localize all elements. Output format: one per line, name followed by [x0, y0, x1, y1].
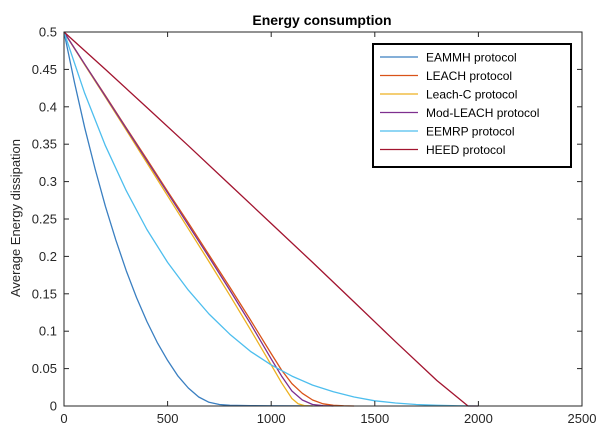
- y-tick-label-10: 0.5: [39, 25, 57, 40]
- y-tick-label-7: 0.35: [32, 137, 57, 152]
- y-tick-label-6: 0.3: [39, 174, 57, 189]
- y-tick-label-1: 0.05: [32, 361, 57, 376]
- chart-title: Energy consumption: [252, 12, 391, 28]
- y-axis-label: Average Energy dissipation: [8, 139, 23, 297]
- y-tick-label-4: 0.2: [39, 249, 57, 264]
- y-tick-label-9: 0.45: [32, 62, 57, 77]
- legend-label-5: HEED protocol: [426, 143, 505, 157]
- y-tick-label-2: 0.1: [39, 324, 57, 339]
- legend-label-3: Mod-LEACH protocol: [426, 106, 539, 120]
- y-tick-label-8: 0.4: [39, 99, 57, 114]
- series-lines: [63, 31, 479, 407]
- series-line-4: [63, 31, 479, 407]
- legend: EAMMH protocol LEACH protocol Leach-C prot…: [372, 43, 572, 168]
- x-tick-label-4: 2000: [464, 411, 493, 426]
- x-tick-label-2: 1000: [257, 411, 286, 426]
- x-tick-label-5: 2500: [568, 411, 597, 426]
- x-tick-label-3: 1500: [360, 411, 389, 426]
- series-line-0: [63, 31, 313, 407]
- y-tick-label-3: 0.15: [32, 286, 57, 301]
- legend-label-4: EEMRP protocol: [426, 125, 514, 139]
- y-tick-label-5: 0.25: [32, 212, 57, 227]
- series-line-3: [63, 31, 334, 407]
- y-tick-label-0: 0: [50, 399, 57, 414]
- legend-label-2: Leach-C protocol: [426, 88, 517, 102]
- legend-box: [372, 43, 572, 168]
- x-tick-label-0: 0: [60, 411, 67, 426]
- legend-label-0: EAMMH protocol: [426, 51, 517, 65]
- axes: 0 500 1000 1500 2000 2500 0 0.05 0.1 0.15 0.2 0.25 0…: [32, 25, 597, 427]
- legend-label-1: LEACH protocol: [426, 69, 512, 83]
- series-line-5: [63, 31, 479, 407]
- x-tick-label-1: 500: [157, 411, 179, 426]
